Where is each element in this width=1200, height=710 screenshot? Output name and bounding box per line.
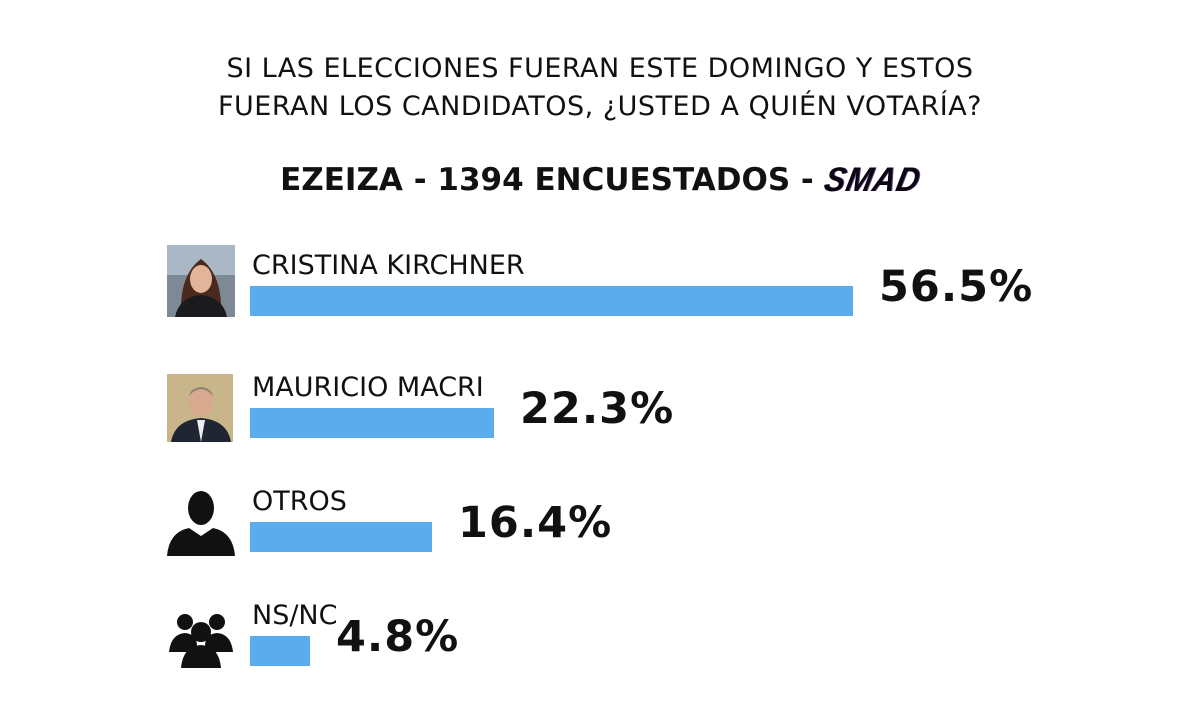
chart-subtitle: EZEIZA - 1394 ENCUESTADOS - SMAD [0,160,1200,199]
bar-label: OTROS [252,486,347,517]
bar-value-label: 56.5% [879,262,1034,312]
bar-value-label: 4.8% [336,612,460,662]
bar [250,636,310,666]
title-line-2: FUERAN LOS CANDIDATOS, ¿USTED A QUIÉN VO… [218,91,982,122]
smad-logo: SMAD [820,160,925,199]
bar-value-label: 22.3% [520,384,675,434]
mauricio-macri-photo [165,372,237,444]
subtitle-text: EZEIZA - 1394 ENCUESTADOS - [280,162,814,198]
bar-row: NS/NC 4.8% [0,600,1200,710]
bar-row: CRISTINA KIRCHNER 56.5% [0,245,1200,360]
group-people-icon [165,600,237,672]
bar-row: MAURICIO MACRI 22.3% [0,372,1200,482]
bar [250,408,494,438]
bar-label: CRISTINA KIRCHNER [252,250,525,281]
person-silhouette-icon [165,486,237,558]
title-line-1: SI LAS ELECCIONES FUERAN ESTE DOMINGO Y … [226,53,974,84]
bar-row: OTROS 16.4% [0,486,1200,596]
chart-title: SI LAS ELECCIONES FUERAN ESTE DOMINGO Y … [0,50,1200,126]
bar [250,522,432,552]
bar-label: NS/NC [252,600,338,631]
bar-label: MAURICIO MACRI [252,372,484,403]
bar-value-label: 16.4% [458,498,613,548]
cristina-kirchner-photo [165,245,237,317]
bar [250,286,853,316]
